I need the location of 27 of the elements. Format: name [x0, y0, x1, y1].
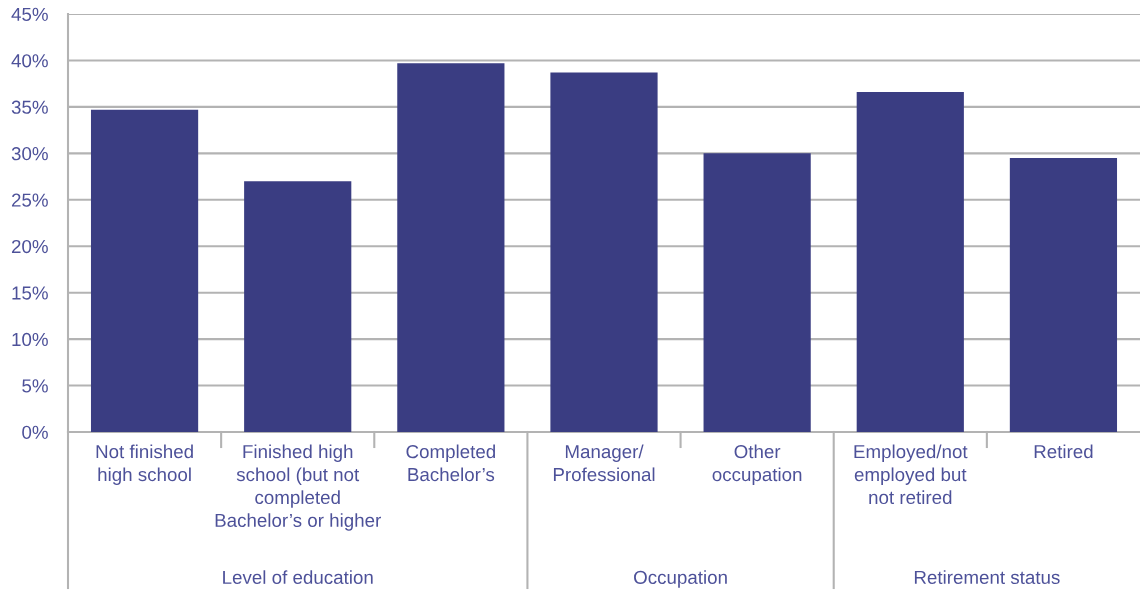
- x-tick-label: Other occupation: [712, 444, 802, 485]
- y-tick-label: 15%: [12, 286, 48, 300]
- text: Level of education: [223, 570, 373, 585]
- y-tick-label: 40%: [11, 54, 48, 68]
- bar: [244, 181, 352, 432]
- text: Occupation: [634, 570, 727, 588]
- x-tick-label: Employed/not employed but not retired: [854, 444, 968, 505]
- x-tick-label: Completed Bachelor’s: [406, 444, 495, 482]
- bar: [856, 92, 964, 432]
- x-tick-label: Retired: [1034, 444, 1093, 459]
- bar: [1009, 157, 1118, 432]
- y-tick-label: 45%: [11, 7, 48, 21]
- y-tick-label: 10%: [12, 332, 48, 347]
- y-tick-label: 30%: [11, 147, 48, 161]
- y-tick-label: 0%: [22, 425, 48, 439]
- x-tick-label: Finished high school (but not completed Bachelor’s or higher: [215, 444, 381, 531]
- y-tick-label: 20%: [11, 239, 48, 254]
- y-tick-label: 5%: [22, 379, 48, 393]
- bar: [703, 153, 811, 432]
- text: Retirement status: [914, 570, 1060, 585]
- y-tick-label: 25%: [11, 193, 48, 207]
- x-tick-label: Not finished high school: [96, 444, 193, 485]
- x-tick-label: Manager/ Professional: [553, 444, 655, 482]
- y-tick-label: 35%: [11, 100, 48, 114]
- bar: [550, 72, 658, 432]
- bar: [90, 109, 199, 432]
- bar: [397, 63, 505, 432]
